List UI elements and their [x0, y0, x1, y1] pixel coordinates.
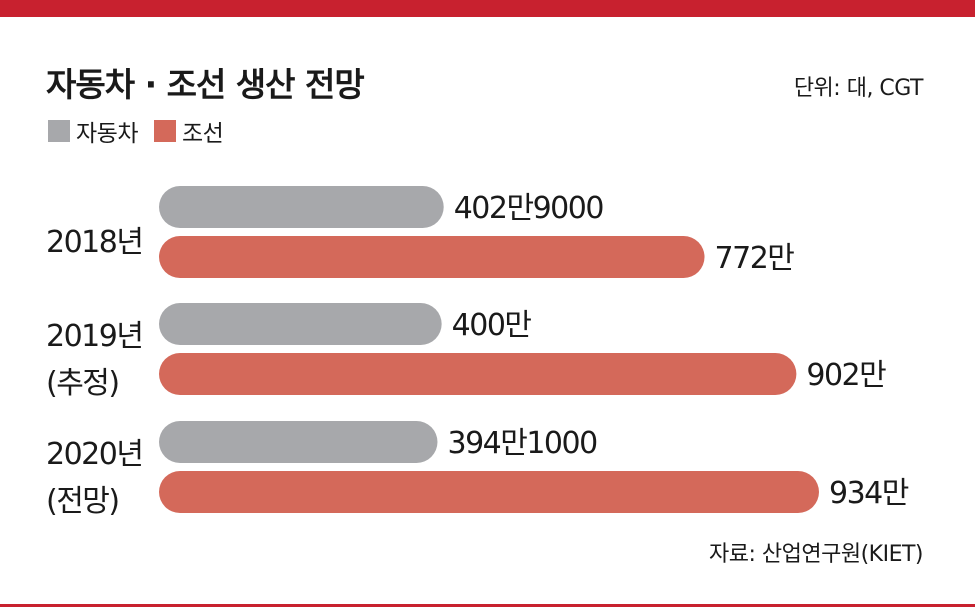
year-sublabel-2020: (전망): [46, 484, 119, 519]
year-sublabel-2019: (추정): [46, 366, 119, 401]
year-label-2019: 2019년: [46, 319, 142, 354]
value-label-ship-2020: 934만: [829, 476, 909, 511]
legend-item-ship: 조선: [153, 114, 224, 148]
legend-item-car: 자동차: [48, 114, 138, 148]
bar-ship-2020: [159, 471, 819, 513]
year-label-2020: 2020년: [46, 437, 142, 472]
bar-car-2018: [159, 186, 444, 228]
chart-title: 자동차 · 조선 생산 전망: [46, 65, 365, 104]
top-accent-bar: [0, 0, 975, 17]
bar-car-2019: [159, 303, 442, 345]
bar-ship-2018: [159, 236, 705, 278]
value-label-car-2020: 394만1000: [447, 426, 597, 461]
bottom-divider: [0, 604, 975, 607]
legend-label-ship: 조선: [181, 121, 224, 147]
value-label-ship-2018: 772만: [715, 241, 795, 276]
legend-label-car: 자동차: [76, 121, 138, 147]
legend: 자동차 조선: [48, 114, 239, 148]
bar-ship-2019: [159, 353, 797, 395]
bar-car-2020: [159, 421, 438, 463]
legend-swatch-car: [48, 120, 70, 142]
value-label-car-2018: 402만9000: [454, 191, 604, 226]
unit-label: 단위: 대, CGT: [793, 76, 924, 101]
source-note: 자료: 산업연구원(KIET): [708, 542, 924, 567]
value-label-ship-2019: 902만: [806, 358, 886, 393]
value-label-car-2019: 400만: [452, 308, 532, 343]
year-label-2018: 2018년: [46, 225, 142, 260]
legend-swatch-ship: [153, 120, 176, 142]
